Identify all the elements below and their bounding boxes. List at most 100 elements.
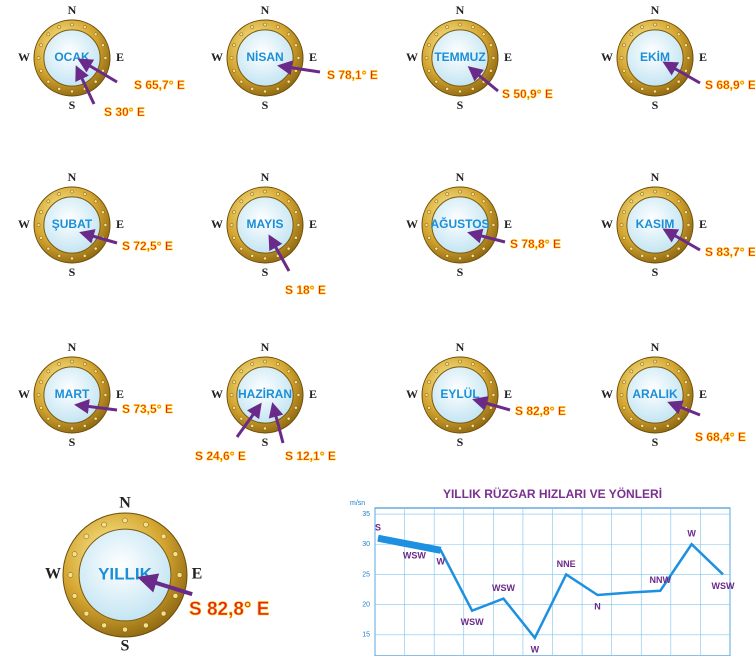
rivet <box>57 362 62 366</box>
cardinal-label: S <box>69 98 76 112</box>
rivet <box>640 87 645 91</box>
rivet <box>82 424 87 428</box>
direction-label: S 65,7° E <box>134 78 185 92</box>
cardinal-label: N <box>68 3 77 17</box>
rivet <box>71 551 78 557</box>
rivet <box>622 235 626 240</box>
rivet <box>434 199 439 204</box>
cardinal-label: N <box>456 170 465 184</box>
rivet <box>39 210 43 215</box>
rivet <box>640 25 645 29</box>
rivet <box>239 369 244 374</box>
point-label: WSW <box>712 581 735 591</box>
compass: N S W E KASIM S 83,7° E <box>601 170 755 279</box>
cardinal-label: E <box>116 217 124 231</box>
rivet <box>70 189 74 194</box>
rivet <box>458 426 462 431</box>
rivet <box>622 43 626 48</box>
rivet <box>143 622 149 629</box>
rivet <box>101 380 105 385</box>
cardinal-label: E <box>309 217 317 231</box>
rivet <box>67 572 74 578</box>
compass: N S W E ŞUBAT S 72,5° E <box>18 170 173 279</box>
rivet <box>82 192 87 196</box>
rivet <box>103 393 108 397</box>
rivet <box>424 223 429 227</box>
rivet <box>640 424 645 428</box>
rivet <box>263 22 267 27</box>
rivet <box>470 254 475 258</box>
rivet <box>481 32 486 37</box>
rivet <box>665 362 670 366</box>
cardinal-label: W <box>211 387 223 401</box>
rivet <box>250 87 255 91</box>
cardinal-label: E <box>116 50 124 64</box>
rivet <box>101 521 107 528</box>
rivet <box>82 362 87 366</box>
rivet <box>427 380 431 385</box>
rivet <box>286 32 291 37</box>
rivet <box>239 246 244 251</box>
rivet <box>275 25 280 29</box>
rivet <box>665 87 670 91</box>
cardinal-label: W <box>18 217 30 231</box>
cardinal-label: S <box>69 265 76 279</box>
rivet <box>93 32 98 37</box>
rivet <box>665 192 670 196</box>
rivet <box>294 380 298 385</box>
point-label: NNW <box>650 575 672 585</box>
rivet <box>676 416 681 421</box>
rivet <box>101 622 107 629</box>
rivet <box>445 424 450 428</box>
cardinal-label: N <box>261 340 270 354</box>
rivet <box>229 393 234 397</box>
rivet <box>622 405 626 410</box>
rivet <box>481 369 486 374</box>
rivet <box>239 32 244 37</box>
rivet <box>82 254 87 258</box>
rivet <box>653 426 657 431</box>
rivet <box>101 210 105 215</box>
rivet <box>481 416 486 421</box>
rivet <box>684 380 688 385</box>
wind-arrow <box>667 400 701 417</box>
rivet <box>70 426 74 431</box>
rivet <box>286 246 291 251</box>
cardinal-label: S <box>457 265 464 279</box>
rivet <box>629 416 634 421</box>
rivet <box>57 25 62 29</box>
rivet <box>434 369 439 374</box>
compass: N S W E NİSAN S 78,1° E <box>211 3 378 112</box>
rivet <box>122 626 128 633</box>
cardinal-label: W <box>601 217 613 231</box>
rivet <box>103 223 108 227</box>
cardinal-label: S <box>652 435 659 449</box>
rivet <box>93 246 98 251</box>
rivet <box>640 192 645 196</box>
cardinal-label: S <box>262 265 269 279</box>
rivet <box>653 22 657 27</box>
cardinal-label: E <box>309 387 317 401</box>
rivet <box>427 210 431 215</box>
rivet <box>684 210 688 215</box>
compass: N S W E EYLÜL S 82,8° E <box>406 340 566 449</box>
rivet <box>232 68 236 73</box>
rivet <box>263 189 267 194</box>
point-label: W <box>531 644 540 654</box>
cardinal-label: S <box>262 435 269 449</box>
wind-arrow <box>235 402 262 438</box>
y-tick-label: 15 <box>362 632 370 639</box>
cardinal-label: N <box>456 3 465 17</box>
rivet <box>665 424 670 428</box>
direction-label: S 68,9° E <box>705 78 755 92</box>
cardinal-label: S <box>457 98 464 112</box>
rivet <box>93 199 98 204</box>
rivet <box>263 426 267 431</box>
rivet <box>229 56 234 60</box>
cardinal-label: W <box>601 50 613 64</box>
month-label: MART <box>55 387 90 401</box>
rivet <box>250 192 255 196</box>
rivet <box>239 199 244 204</box>
cardinal-label: W <box>211 217 223 231</box>
rivet <box>250 25 255 29</box>
